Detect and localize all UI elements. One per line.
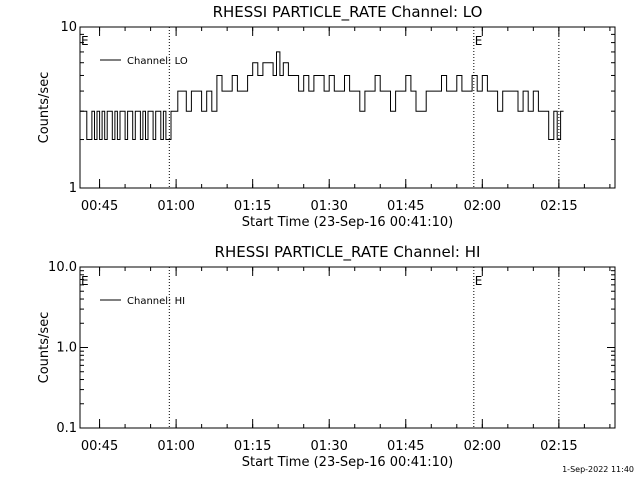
- x-tick-label: 01:15: [234, 199, 271, 214]
- panel-lo: RHESSI PARTICLE_RATE Channel: LO Start T…: [37, 3, 616, 230]
- x-tick-label: 01:30: [310, 199, 347, 214]
- event-label: E: [475, 274, 483, 288]
- event-label: E: [81, 274, 89, 288]
- x-tick-label: 01:45: [387, 439, 424, 454]
- x-tick-label: 02:15: [540, 199, 577, 214]
- y-tick-label: 10.0: [48, 260, 77, 275]
- x-tick-label: 01:30: [310, 439, 347, 454]
- chart-title-lo: RHESSI PARTICLE_RATE Channel: LO: [213, 3, 483, 22]
- y-tick-label: 0.1: [56, 421, 77, 436]
- x-tick-label: 02:00: [464, 199, 501, 214]
- plot-frame-hi: [79, 266, 616, 429]
- x-tick-label: 01:00: [157, 439, 194, 454]
- x-tick-label: 02:00: [464, 439, 501, 454]
- x-tick-label: 00:45: [81, 439, 118, 454]
- x-tick-label: 01:15: [234, 439, 271, 454]
- panel-hi: RHESSI PARTICLE_RATE Channel: HI Start T…: [37, 243, 616, 470]
- x-axis-label-hi: Start Time (23-Sep-16 00:41:10): [242, 455, 453, 470]
- x-tick-label: 01:00: [157, 199, 194, 214]
- y-tick-label: 1: [69, 181, 77, 196]
- x-tick-label: 00:45: [81, 199, 118, 214]
- y-tick-label: 1.0: [56, 341, 77, 356]
- legend-label: Channel: HI: [127, 296, 185, 307]
- event-label: E: [81, 34, 89, 48]
- event-label: E: [475, 34, 483, 48]
- y-tick-label: 10: [60, 20, 77, 35]
- plot-frame-lo: [79, 26, 616, 189]
- series-line-lo: [80, 51, 564, 140]
- legend-label: Channel: LO: [127, 56, 188, 67]
- y-axis-label-lo: Counts/sec: [37, 72, 52, 144]
- x-axis-label-lo: Start Time (23-Sep-16 00:41:10): [242, 215, 453, 230]
- x-tick-label: 02:15: [540, 439, 577, 454]
- chart-title-hi: RHESSI PARTICLE_RATE Channel: HI: [215, 243, 481, 262]
- footer-timestamp: 1-Sep-2022 11:40: [562, 465, 634, 474]
- x-tick-label: 01:45: [387, 199, 424, 214]
- y-axis-label-hi: Counts/sec: [37, 312, 52, 384]
